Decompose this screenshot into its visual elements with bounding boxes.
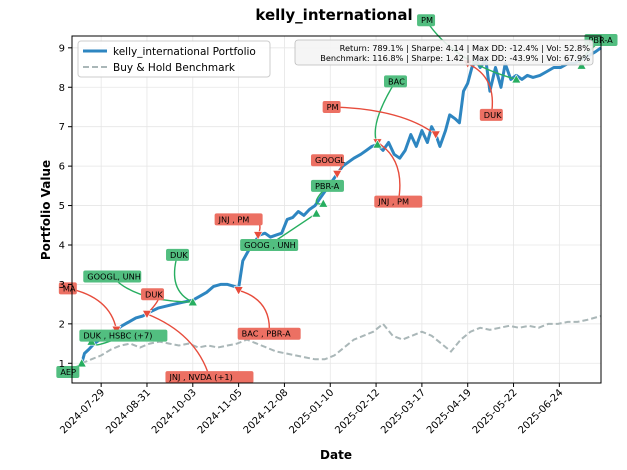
buy-label-text: PBR-A — [315, 181, 340, 191]
buy-label-text: AEP — [60, 367, 76, 377]
y-tick-label: 6 — [59, 162, 65, 173]
stats-line-strategy: Return: 789.1% | Sharpe: 4.14 | Max DD: … — [340, 43, 591, 53]
y-tick-label: 5 — [59, 201, 65, 212]
y-tick-label: 1 — [59, 359, 65, 370]
buy-label-text: DUK — [170, 250, 188, 260]
buy-marker — [187, 297, 198, 307]
buy-label-text: DUK , HSBC (+7) — [83, 331, 152, 341]
sell-marker — [141, 310, 152, 320]
sell-marker — [253, 231, 264, 241]
buy-label-box — [79, 329, 168, 342]
benchmark-line — [81, 315, 602, 365]
sell-marker — [233, 286, 244, 296]
stats-line-benchmark: Benchmark: 116.8% | Sharpe: 1.42 | Max D… — [320, 53, 590, 63]
benchmark-layer — [81, 315, 602, 365]
buy-label-box — [56, 365, 80, 378]
y-tick-label: 4 — [59, 240, 65, 251]
buy-marker — [318, 198, 329, 208]
x-axis-ticks: 2024-07-292024-08-312024-10-032024-11-05… — [58, 383, 565, 436]
buy-marker — [311, 208, 322, 218]
sell-annotation-arrow — [146, 313, 211, 378]
sell-label-text: GOOGL — [315, 155, 346, 165]
sell-label-box — [165, 371, 254, 384]
sell-label-box — [214, 213, 263, 226]
x-tick-label: 2025-02-12 — [333, 387, 382, 436]
buy-label-box — [166, 248, 190, 261]
sell-label-text: MA — [63, 283, 76, 293]
buy-annotation-arrow — [173, 254, 194, 303]
buy-label-box — [417, 14, 436, 27]
buy-marker — [511, 74, 522, 84]
x-tick-label: 2025-06-24 — [517, 387, 566, 436]
x-tick-label: 2025-03-17 — [379, 387, 428, 436]
x-tick-label: 2025-04-19 — [425, 387, 474, 436]
x-axis-label: Date — [320, 448, 352, 462]
sell-label-text: JNJ , PM — [218, 214, 250, 224]
buy-label-text: GOOGL, UNH — [87, 272, 141, 282]
buy-label-box — [310, 179, 344, 192]
sell-label-box — [322, 100, 341, 113]
legend-benchmark-label: Buy & Hold Benchmark — [113, 62, 236, 74]
sell-label-text: DUK — [484, 110, 502, 120]
x-tick-label: 2025-01-10 — [287, 387, 336, 436]
trade-labels: AEP DUK , HSBC (+7) MA DUK JNJ , NVDA (+1) DU… — [56, 14, 618, 384]
sell-label-box — [374, 195, 423, 208]
sell-annotation-arrow — [331, 106, 437, 136]
buy-label-box — [384, 75, 408, 88]
legend: kelly_international Portfolio Buy & Hold… — [77, 40, 271, 78]
chart-title: kelly_international — [255, 6, 412, 24]
sell-label-text: BAC , PBR-A — [242, 329, 291, 339]
buy-marker — [372, 139, 383, 149]
plot-frame — [71, 35, 602, 384]
legend-portfolio-label: kelly_international Portfolio — [113, 46, 256, 58]
buy-label-text: BAC — [388, 76, 405, 86]
x-tick-label: 2024-07-29 — [58, 387, 107, 436]
x-tick-label: 2024-10-03 — [150, 387, 199, 436]
sell-marker — [430, 130, 441, 140]
x-tick-label: 2024-11-05 — [196, 387, 245, 436]
y-tick-label: 8 — [59, 83, 65, 94]
y-tick-label: 7 — [59, 122, 65, 133]
buy-label-box — [240, 238, 299, 251]
sell-annotation-arrow — [377, 141, 401, 202]
sell-label-text: JNJ , PM — [377, 197, 409, 207]
legend-box — [77, 40, 271, 78]
stats-box: Return: 789.1% | Sharpe: 4.14 | Max DD: … — [294, 39, 594, 66]
sell-label-box — [237, 327, 301, 340]
sell-label-text: JNJ , NVDA (+1) — [168, 372, 232, 382]
y-tick-label: 3 — [59, 280, 65, 291]
y-tick-label: 9 — [59, 43, 65, 54]
x-tick-label: 2024-08-31 — [104, 387, 153, 436]
buy-label-text: PM — [421, 15, 433, 25]
sell-label-box — [141, 288, 165, 301]
x-tick-label: 2024-12-08 — [242, 387, 291, 436]
sell-marker — [332, 170, 343, 180]
x-tick-label: 2025-05-22 — [471, 387, 520, 436]
sell-label-box — [479, 108, 503, 121]
buy-label-box — [83, 270, 142, 283]
y-tick-label: 2 — [59, 319, 65, 330]
sell-annotation-arrow — [467, 62, 493, 115]
y-axis-ticks: 1 2 3 4 5 6 7 8 9 — [59, 43, 72, 370]
sell-label-text: DUK — [145, 289, 163, 299]
sell-label-text: PM — [327, 102, 339, 112]
y-axis-label: Portfolio Value — [39, 160, 53, 260]
stats-box-bg — [294, 39, 594, 66]
buy-marker — [76, 358, 87, 368]
sell-label-box — [310, 154, 344, 167]
buy-label-text: GOOG , UNH — [244, 240, 296, 250]
sell-annotation-arrow — [238, 289, 270, 334]
